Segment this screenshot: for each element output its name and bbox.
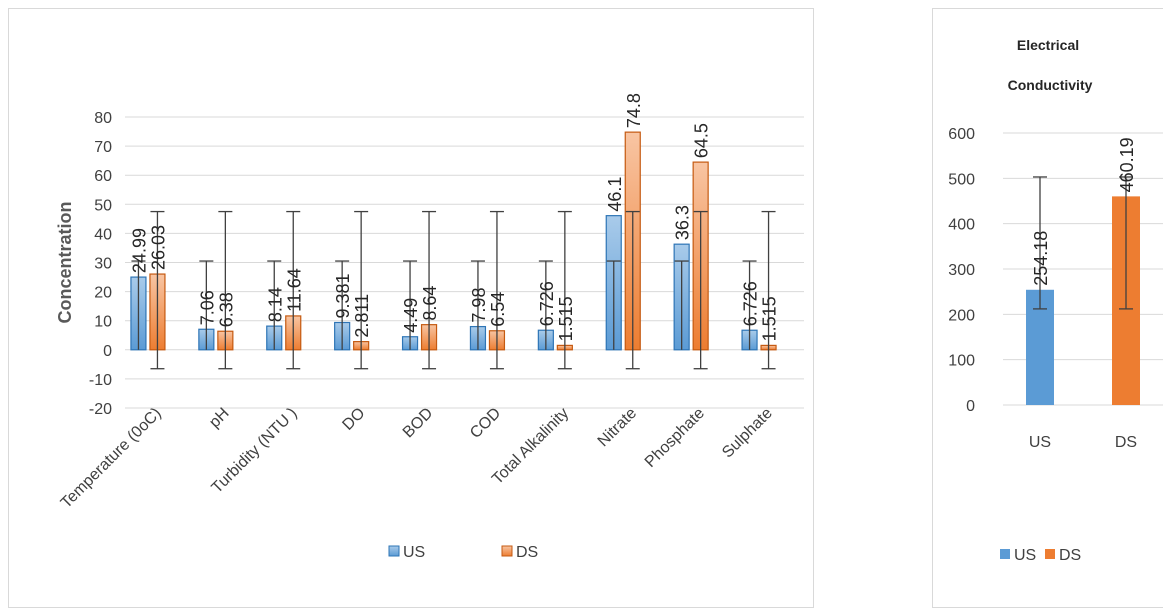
data-label-ds: 1.515 — [760, 296, 780, 341]
data-label-ds: 64.5 — [692, 123, 712, 158]
x-tick-label: DO — [339, 405, 368, 434]
data-label-ds: 1.515 — [556, 296, 576, 341]
data-label-ds: 2.811 — [352, 294, 372, 338]
data-label-us: 7.06 — [197, 290, 217, 325]
x-tick-label: BOD — [400, 405, 437, 442]
legend-swatch-ds — [1045, 549, 1055, 559]
y-tick-label: 50 — [94, 197, 112, 214]
y-tick-label: 0 — [103, 343, 112, 360]
data-label-us: 8.14 — [265, 287, 285, 322]
data-label-us: 6.726 — [537, 281, 557, 326]
y-axis-title: Concentration — [55, 201, 75, 323]
data-label-us: 6.726 — [741, 281, 761, 326]
right-chart-title-line2: Conductivity — [1008, 77, 1093, 93]
legend-swatch-ds — [501, 545, 513, 557]
legend-label-us: US — [1014, 547, 1036, 564]
data-label-ds: 26.03 — [148, 225, 168, 270]
y-tick-label: -10 — [89, 372, 112, 389]
y-tick-label: 400 — [948, 217, 975, 234]
legend-label-ds: DS — [1059, 547, 1081, 564]
legend-label-us: US — [403, 544, 425, 561]
data-label-us: 4.49 — [401, 298, 421, 333]
data-label-ds: 6.54 — [488, 292, 508, 327]
data-label-us: 36.3 — [673, 205, 693, 240]
right-chart-title-line1: Electrical — [1017, 37, 1079, 53]
x-tick-label: Sulphate — [719, 405, 776, 462]
y-tick-label: 40 — [94, 226, 112, 243]
data-label-ds: 6.38 — [216, 292, 236, 327]
x-tick-label: Nitrate — [595, 405, 640, 450]
data-label-ds: 8.64 — [420, 286, 440, 321]
data-label-ec: 254.18 — [1031, 231, 1051, 286]
legend-label-ds: DS — [516, 544, 538, 561]
y-tick-label: 100 — [948, 353, 975, 370]
x-tick-label: pH — [206, 405, 232, 431]
data-label-us: 9.381 — [333, 273, 353, 318]
y-tick-label: -20 — [89, 401, 112, 418]
concentration-chart: -20 -10 0 10 20 30 40 50 60 70 80 Concentration 24.9… — [55, 37, 1163, 564]
y-tick-label: 20 — [94, 285, 112, 302]
y-tick-label: 0 — [966, 398, 975, 415]
data-label-us: 24.99 — [129, 228, 149, 273]
y-tick-label: 30 — [94, 256, 112, 273]
legend-swatch-us — [1000, 549, 1010, 559]
data-label-ds: 11.64 — [284, 268, 304, 312]
data-label-ec: 460.19 — [1117, 137, 1137, 192]
y-tick-label: 80 — [94, 110, 112, 127]
y-tick-label: 60 — [94, 168, 112, 185]
x-tick-label: DS — [1115, 434, 1137, 451]
y-tick-label: 600 — [948, 126, 975, 143]
x-tick-label: Phosphate — [642, 405, 708, 471]
data-label-us: 46.1 — [605, 177, 625, 212]
y-tick-label: 300 — [948, 262, 975, 279]
y-tick-label: 500 — [948, 171, 975, 188]
y-tick-label: 10 — [94, 314, 112, 331]
data-label-ds: 74.8 — [624, 93, 644, 128]
x-tick-label: US — [1029, 434, 1051, 451]
x-tick-label: COD — [467, 405, 504, 442]
y-tick-label: 70 — [94, 139, 112, 156]
x-tick-label: Temperature (0oC) — [58, 405, 165, 512]
data-label-us: 7.98 — [469, 288, 489, 323]
y-tick-label: 200 — [948, 307, 975, 324]
legend-swatch-us — [388, 545, 400, 557]
